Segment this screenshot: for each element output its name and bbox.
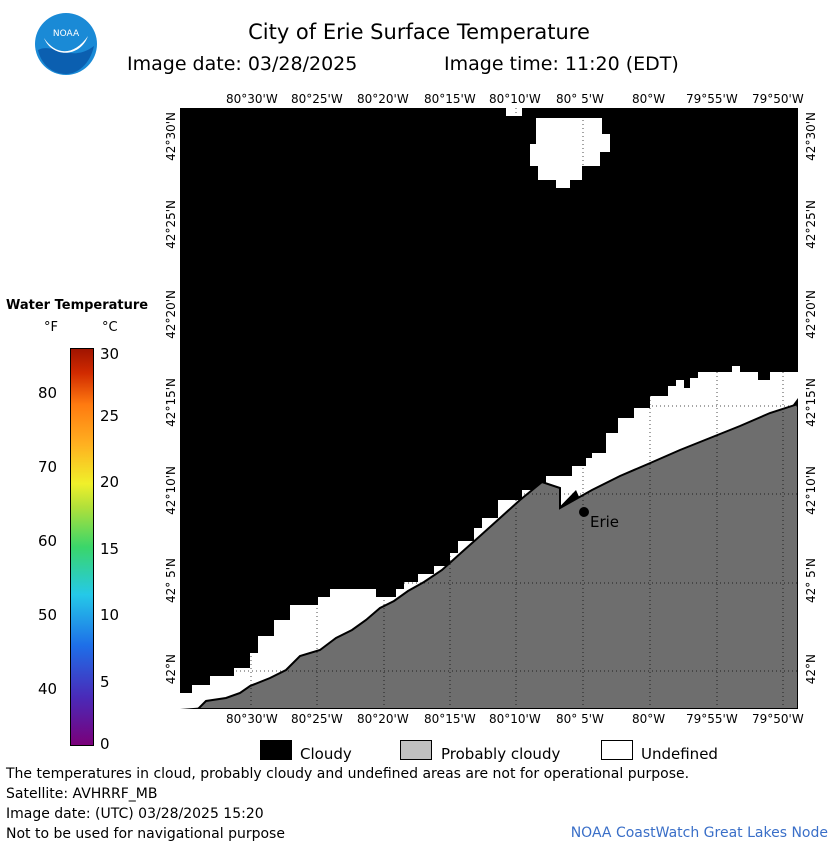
lon-tick-bottom: 80°25'W: [291, 712, 343, 726]
lat-tick-left: 42°10'N: [164, 466, 178, 515]
colorbar-unit-f: °F: [44, 320, 58, 335]
lon-tick-top: 79°50'W: [752, 92, 804, 106]
lon-tick-bottom: 79°50'W: [752, 712, 804, 726]
lon-tick-top: 80°10'W: [489, 92, 541, 106]
colorbar-c-label: 15: [100, 540, 120, 558]
lon-tick-bottom: 80° 5'W: [556, 712, 604, 726]
colorbar-c-label: 5: [100, 673, 110, 691]
noaa-logo: NOAA: [34, 12, 98, 76]
legend-swatch-probably-cloudy: [400, 740, 432, 760]
satellite: Satellite: AVHRRF_MB: [6, 786, 158, 802]
colorbar-c-label: 30: [100, 345, 120, 363]
lat-tick-right: 42°25'N: [804, 200, 818, 249]
image-time: Image time: 11:20 (EDT): [444, 53, 679, 75]
lon-tick-top: 80°25'W: [291, 92, 343, 106]
lon-tick-top: 79°55'W: [686, 92, 738, 106]
lat-tick-right: 42°10'N: [804, 466, 818, 515]
colorbar-c-label: 10: [100, 606, 120, 624]
lon-tick-top: 80°W: [632, 92, 666, 106]
lat-tick-right: 42°30'N: [804, 112, 818, 161]
lon-tick-bottom: 80°10'W: [489, 712, 541, 726]
lon-tick-bottom: 80°20'W: [357, 712, 409, 726]
colorbar-title: Water Temperature: [6, 298, 149, 313]
colorbar-c-label: 20: [100, 473, 120, 491]
disclaimer: The temperatures in cloud, probably clou…: [6, 766, 690, 782]
undefined-pixel: [506, 108, 522, 116]
erie-label: Erie: [590, 513, 620, 531]
navigation-note: Not to be used for navigational purpose: [6, 826, 285, 842]
colorbar-f-label: 50: [38, 606, 58, 624]
colorbar-f-label: 80: [38, 384, 58, 402]
lat-tick-left: 42°N: [164, 654, 178, 685]
legend-label-cloudy: Cloudy: [300, 745, 352, 763]
lat-tick-left: 42°30'N: [164, 112, 178, 161]
lon-tick-bottom: 80°W: [632, 712, 666, 726]
noaa-logo-text: NOAA: [53, 29, 80, 39]
erie-marker: [579, 507, 589, 517]
lon-tick-bottom: 80°30'W: [226, 712, 278, 726]
lat-tick-right: 42°15'N: [804, 378, 818, 427]
map-area: [180, 108, 799, 710]
lat-tick-left: 42° 5'N: [164, 558, 178, 603]
undefined-patch: [530, 118, 610, 188]
colorbar-f-label: 60: [38, 532, 58, 550]
colorbar-unit-c: °C: [102, 320, 118, 335]
colorbar-c-label: 0: [100, 735, 110, 753]
legend-label-undefined: Undefined: [641, 745, 718, 763]
image-date: Image date: 03/28/2025: [127, 53, 358, 75]
graticule: [180, 108, 798, 709]
lat-tick-right: 42°20'N: [804, 290, 818, 339]
lat-tick-right: 42°N: [804, 654, 818, 685]
legend-swatch-undefined: [601, 740, 633, 760]
lon-tick-top: 80°15'W: [424, 92, 476, 106]
land-region: [195, 402, 799, 710]
utc-date: Image date: (UTC) 03/28/2025 15:20: [6, 806, 264, 822]
lon-tick-bottom: 80°15'W: [424, 712, 476, 726]
lon-tick-top: 80° 5'W: [556, 92, 604, 106]
lon-tick-top: 80°30'W: [226, 92, 278, 106]
lat-tick-right: 42° 5'N: [804, 558, 818, 603]
lat-tick-left: 42°25'N: [164, 200, 178, 249]
lon-tick-bottom: 79°55'W: [686, 712, 738, 726]
lat-tick-left: 42°15'N: [164, 378, 178, 427]
lat-tick-left: 42°20'N: [164, 290, 178, 339]
colorbar-f-label: 40: [38, 680, 58, 698]
coastwatch-node: NOAA CoastWatch Great Lakes Node: [570, 825, 828, 841]
map-title: City of Erie Surface Temperature: [248, 20, 590, 44]
colorbar: [70, 348, 94, 746]
colorbar-c-label: 25: [100, 407, 120, 425]
legend-swatch-cloudy: [260, 740, 292, 760]
lon-tick-top: 80°20'W: [357, 92, 409, 106]
colorbar-f-label: 70: [38, 458, 58, 476]
legend-label-probably-cloudy: Probably cloudy: [441, 745, 561, 763]
